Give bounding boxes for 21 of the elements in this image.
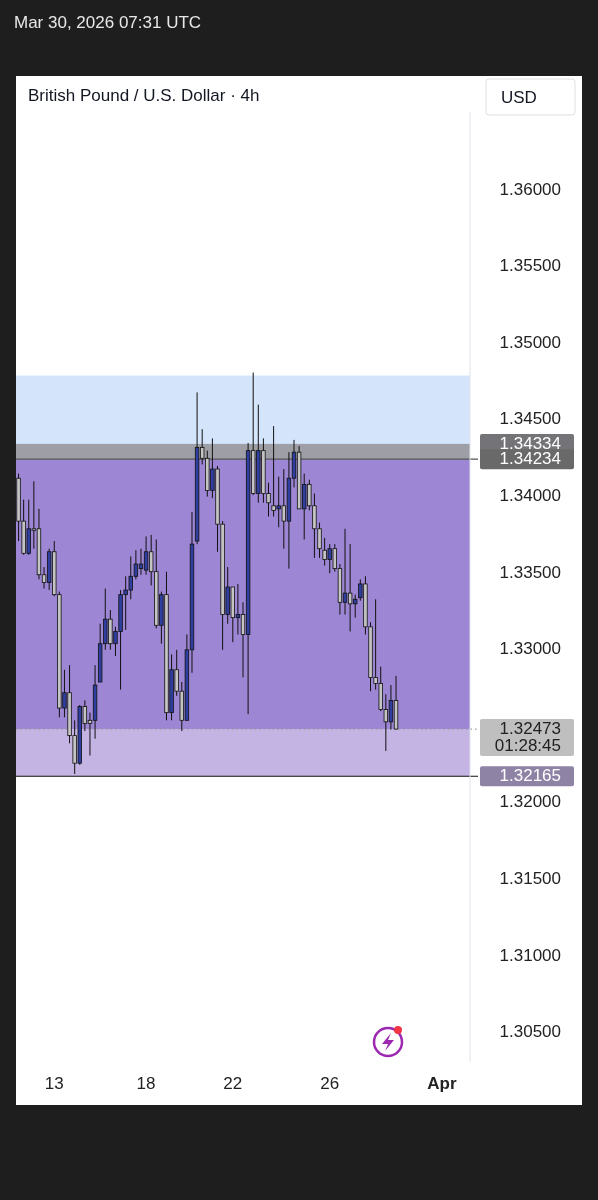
y-tick-label: 1.35000: [499, 332, 561, 352]
y-tick-label: 1.34000: [499, 486, 561, 506]
chart-title: British Pound / U.S. Dollar · 4h: [28, 86, 260, 105]
x-tick-label: 26: [320, 1074, 340, 1093]
y-tick-label: 1.33500: [499, 562, 561, 582]
y-tick-label: 1.30500: [499, 1022, 561, 1042]
y-axis-title: USD: [501, 88, 537, 107]
y-tick-label: 1.31500: [499, 869, 561, 889]
y-tick-label: 1.35500: [499, 256, 561, 276]
x-tick-label: 22: [223, 1074, 243, 1093]
band-label: 1.32165: [499, 766, 561, 786]
x-tick-label: 18: [136, 1074, 156, 1093]
ref-line-label: 1.32473 01:28:45: [494, 719, 561, 756]
x-tick-label: 13: [44, 1074, 64, 1093]
y-tick-label: 1.34500: [499, 409, 561, 429]
y-tick-label: 1.31000: [499, 945, 561, 965]
x-tick-label: Apr: [427, 1074, 457, 1093]
y-tick-label: 1.33000: [499, 639, 561, 659]
y-tick-label: 1.32000: [499, 792, 561, 812]
y-tick-label: 1.36000: [499, 179, 561, 199]
chart-subtitle: Mar 30, 2026 07:31 UTC: [14, 13, 202, 32]
